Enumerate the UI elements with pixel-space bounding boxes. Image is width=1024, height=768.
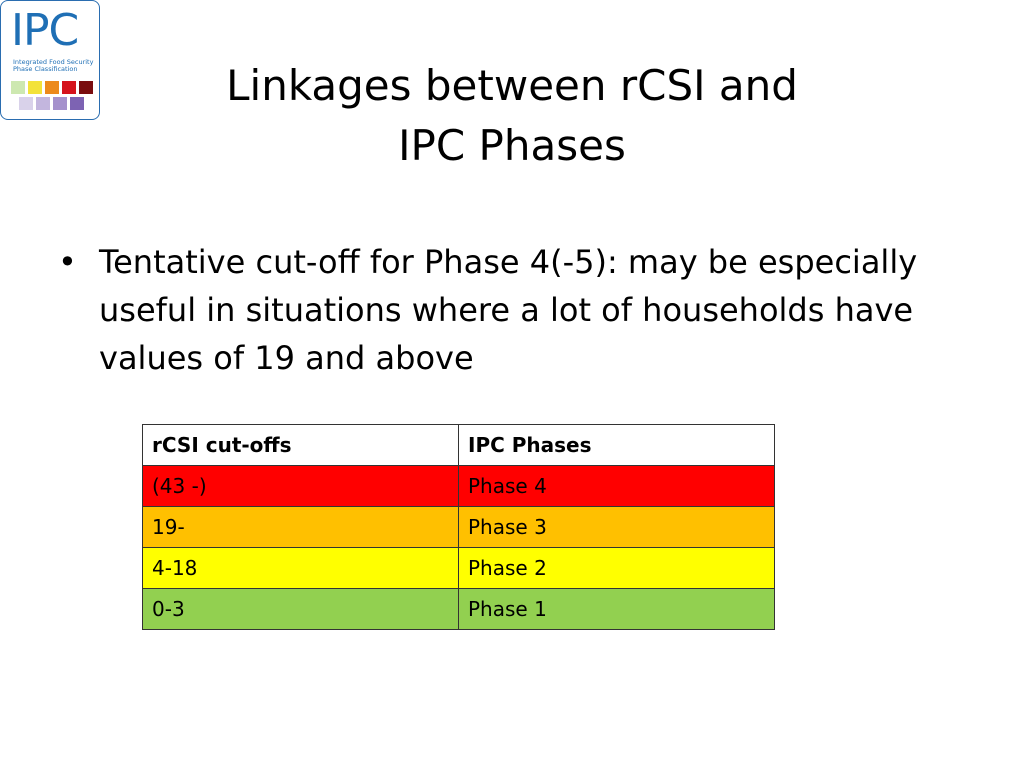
row: (43 -) Phase 4 bbox=[142, 465, 775, 507]
table: rCSI cut-offs IPC Phases (43 -) Phase 4 … bbox=[142, 424, 775, 630]
cell: Phase 3 bbox=[458, 506, 775, 548]
header-cell: rCSI cut-offs bbox=[142, 424, 459, 466]
logo-square bbox=[70, 97, 84, 110]
cell: 19- bbox=[142, 506, 459, 548]
logo-square bbox=[53, 97, 67, 110]
logo-square bbox=[62, 81, 76, 94]
logo-subtitle-line: Phase Classification bbox=[13, 65, 78, 73]
logo-square bbox=[45, 81, 59, 94]
logo: IPC Integrated Food Security Phase Class… bbox=[0, 0, 100, 120]
logo-square bbox=[36, 97, 50, 110]
cell: Phase 2 bbox=[458, 547, 775, 589]
logo-subtitle: Integrated Food Security Phase Classific… bbox=[13, 59, 93, 73]
logo-acronym: IPC bbox=[11, 5, 79, 56]
row: 4-18 Phase 2 bbox=[142, 547, 775, 589]
bullet-text: Tentative cut-off for Phase 4(-5): may b… bbox=[99, 243, 918, 377]
logo-square bbox=[19, 97, 33, 110]
title-line: IPC Phases bbox=[398, 121, 626, 170]
logo-subtitle-line: Integrated Food Security bbox=[13, 58, 94, 66]
cell: 4-18 bbox=[142, 547, 459, 589]
title-line: Linkages between rCSI and bbox=[226, 61, 798, 110]
cell: Phase 1 bbox=[458, 588, 775, 630]
row: 0-3 Phase 1 bbox=[142, 588, 775, 630]
row: 19- Phase 3 bbox=[142, 506, 775, 548]
logo-square bbox=[79, 81, 93, 94]
cell: (43 -) bbox=[142, 465, 459, 507]
logo-square bbox=[11, 81, 25, 94]
cell: Phase 4 bbox=[458, 465, 775, 507]
header-row: rCSI cut-offs IPC Phases bbox=[142, 424, 775, 466]
header-cell: IPC Phases bbox=[458, 424, 775, 466]
bullet-dot: • bbox=[58, 243, 77, 281]
logo-square bbox=[28, 81, 42, 94]
title: Linkages between rCSI and IPC Phases bbox=[0, 56, 1024, 176]
cell: 0-3 bbox=[142, 588, 459, 630]
